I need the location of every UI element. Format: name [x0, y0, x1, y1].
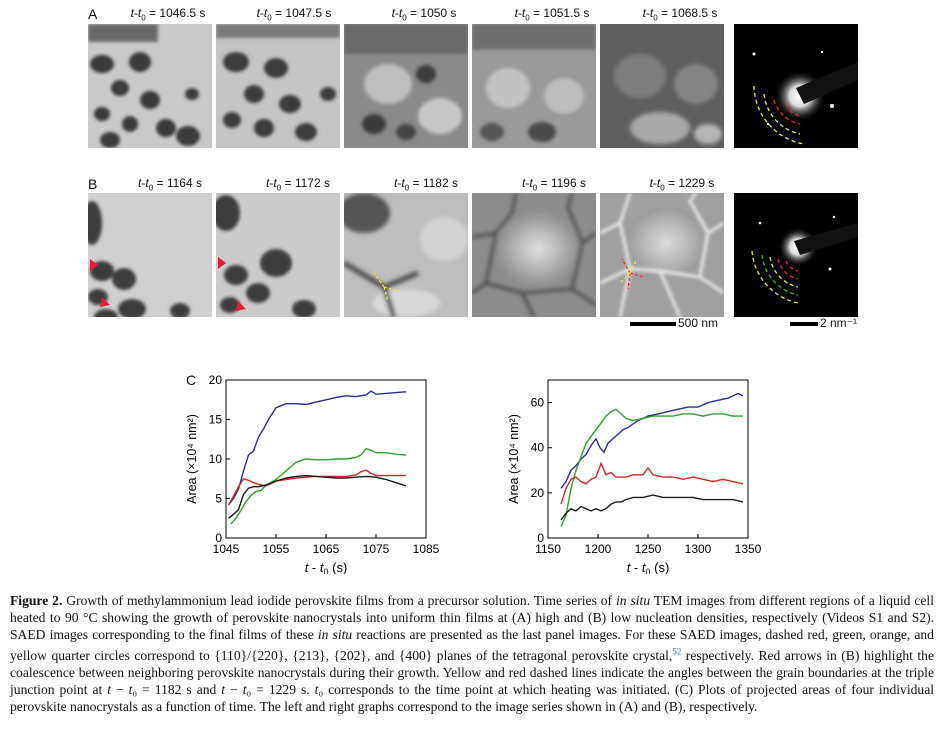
caption-segment: 52: [672, 646, 682, 656]
x-tick-label: 1250: [635, 542, 662, 556]
series-line: [227, 469, 406, 506]
tem-image-a2: [216, 24, 340, 148]
caption-segment: Growth of methylammonium lead iodide per…: [62, 593, 616, 608]
time-label-a4: t-t0 = 1051.5 s: [514, 6, 590, 23]
saed-pattern-a: [734, 24, 858, 148]
series-line: [227, 390, 407, 506]
plot-frame: [547, 379, 749, 539]
y-tick-label: 20: [531, 486, 545, 500]
caption-segment: t: [314, 681, 319, 697]
caption-segment: TEM images from different regions of a l…: [10, 593, 934, 642]
scale-label-real: 500 nm: [678, 316, 719, 330]
saed-pattern-b: [734, 193, 858, 317]
x-tick-label: 1200: [585, 542, 612, 556]
plot-left: 0 5 10 15 20 1045 1055 1065 1075 1085 Area (×10⁴ n…: [185, 374, 440, 574]
caption-segment: in situ: [317, 627, 353, 642]
tem-image-b1: [88, 193, 212, 317]
time-label-a1: t-t0 = 1046.5 s: [130, 6, 206, 23]
series-line: [228, 474, 407, 519]
y-tick-label: 15: [209, 413, 223, 427]
x-tick-label: 1085: [413, 542, 440, 556]
caption-segment: t: [128, 681, 133, 697]
tem-image-a3: [344, 24, 468, 148]
tem-image-b5: [600, 193, 724, 317]
tem-image-a1: [88, 24, 212, 148]
y-tick-label: 20: [209, 374, 223, 387]
scale-label-reciprocal: 2 nm⁻¹: [820, 316, 858, 330]
x-tick-label: 1350: [735, 542, 762, 556]
series-line: [560, 494, 744, 521]
caption-segment: in situ: [616, 593, 651, 608]
figure-caption: Figure 2. Growth of methylammonium lead …: [10, 592, 934, 715]
panel-letter-c: C: [186, 372, 197, 388]
tem-image-b4: [472, 193, 596, 317]
y-tick-label: 40: [531, 441, 545, 455]
caption-segment: respectively. Red arrows in (B) highligh…: [10, 647, 935, 697]
time-label-a5: t-t0 = 1068.5 s: [642, 6, 718, 23]
scale-bar-real: [630, 322, 676, 326]
x-tick-label: 1300: [685, 542, 712, 556]
time-label-b2: t-t0 = 1172 s: [266, 176, 330, 193]
caption-segment: −: [111, 681, 129, 697]
plot-frame: [225, 379, 427, 539]
x-axis-label: t - t0 (s): [305, 560, 348, 574]
caption-label: Figure 2.: [10, 593, 63, 608]
caption-segment: −: [225, 681, 243, 697]
series-line: [560, 392, 744, 489]
time-label-b3: t-t0 = 1182 s: [394, 176, 458, 193]
time-label-b4: t-t0 = 1196 s: [522, 176, 586, 193]
series-line: [560, 461, 744, 505]
time-label-b1: t-t0 = 1164 s: [138, 176, 202, 193]
y-tick-label: 0: [215, 531, 222, 545]
panel-letter-b: B: [88, 176, 98, 192]
x-tick-label: 1150: [535, 542, 561, 556]
x-tick-label: 1075: [363, 542, 390, 556]
x-axis-label: t - t0 (s): [627, 560, 670, 574]
tem-image-b2: [216, 193, 340, 317]
y-tick-label: 60: [531, 396, 545, 410]
caption-body: Growth of methylammonium lead iodide per…: [10, 593, 934, 714]
panel-letter-a: A: [88, 6, 98, 22]
time-label-a3: t-t0 = 1050 s: [391, 6, 457, 23]
y-tick-label: 5: [215, 492, 222, 506]
y-axis-label: Area (×10⁴ nm²): [507, 414, 521, 504]
caption-segment: t: [242, 681, 247, 697]
x-tick-label: 1065: [313, 542, 340, 556]
plot-right: 0 20 40 60 1150 1200 1250 1300 1350 Area (×10⁴ nm…: [507, 379, 762, 574]
series-line: [230, 447, 407, 525]
caption-segment: ₀ corresponds to the time point at which…: [10, 681, 935, 714]
time-label-b5: t-t0 = 1229 s: [649, 176, 715, 193]
scale-bar-reciprocal: [790, 322, 818, 326]
y-tick-label: 10: [209, 452, 223, 466]
caption-segment: t: [107, 681, 112, 697]
caption-segment: ₀ = 1229 s.: [246, 681, 315, 697]
x-tick-label: 1055: [263, 542, 290, 556]
series-line: [560, 408, 743, 527]
time-label-a2: t-t0 = 1047.5 s: [256, 6, 332, 23]
tem-image-a5: [600, 24, 724, 148]
x-tick-label: 1045: [213, 542, 240, 556]
caption-segment: reactions are presented as the last pane…: [10, 627, 934, 663]
y-axis-label: Area (×10⁴ nm²): [185, 414, 199, 504]
caption-segment: ₀ = 1182 s and: [132, 681, 222, 697]
caption-segment: t: [221, 681, 226, 697]
y-tick-label: 0: [537, 531, 544, 545]
tem-image-b3: [344, 193, 468, 317]
tem-image-a4: [472, 24, 596, 148]
